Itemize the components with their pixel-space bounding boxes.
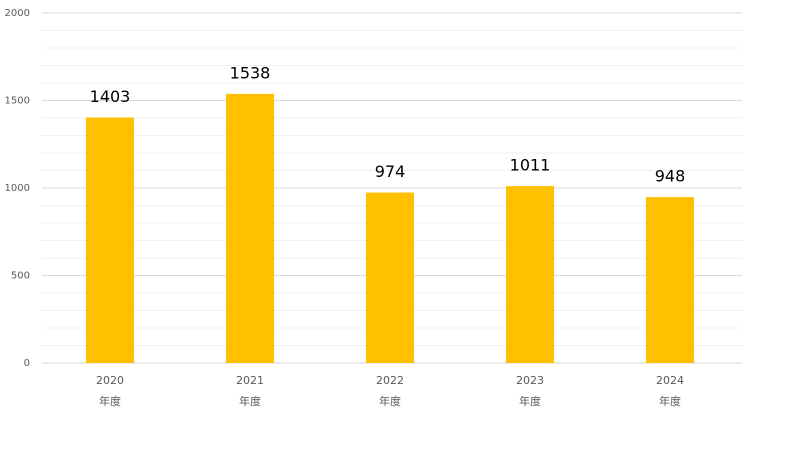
x-tick-label: 2021 (236, 374, 264, 387)
data-label: 948 (655, 167, 686, 186)
data-label: 1538 (230, 63, 271, 82)
bar (646, 197, 694, 363)
x-tick-label: 年度 (239, 394, 261, 408)
data-label: 974 (375, 162, 406, 181)
y-tick-label: 0 (24, 358, 30, 369)
x-tick-label: 2022 (376, 374, 404, 387)
x-tick-label: 年度 (519, 394, 541, 408)
y-tick-label: 1500 (5, 96, 30, 107)
bar (226, 93, 274, 363)
x-tick-label: 2023 (516, 374, 544, 387)
x-tick-label: 年度 (99, 394, 121, 408)
data-label: 1011 (510, 156, 551, 175)
y-tick-label: 500 (11, 271, 30, 282)
bar (366, 192, 414, 363)
bar (86, 117, 134, 363)
bar (506, 186, 554, 363)
x-tick-label: 年度 (379, 394, 401, 408)
x-tick-label: 2024 (656, 374, 684, 387)
y-tick-label: 1000 (5, 183, 30, 194)
x-tick-label: 年度 (659, 394, 681, 408)
data-label: 1403 (90, 87, 131, 106)
x-tick-label: 2020 (96, 374, 124, 387)
y-tick-label: 2000 (5, 8, 30, 19)
